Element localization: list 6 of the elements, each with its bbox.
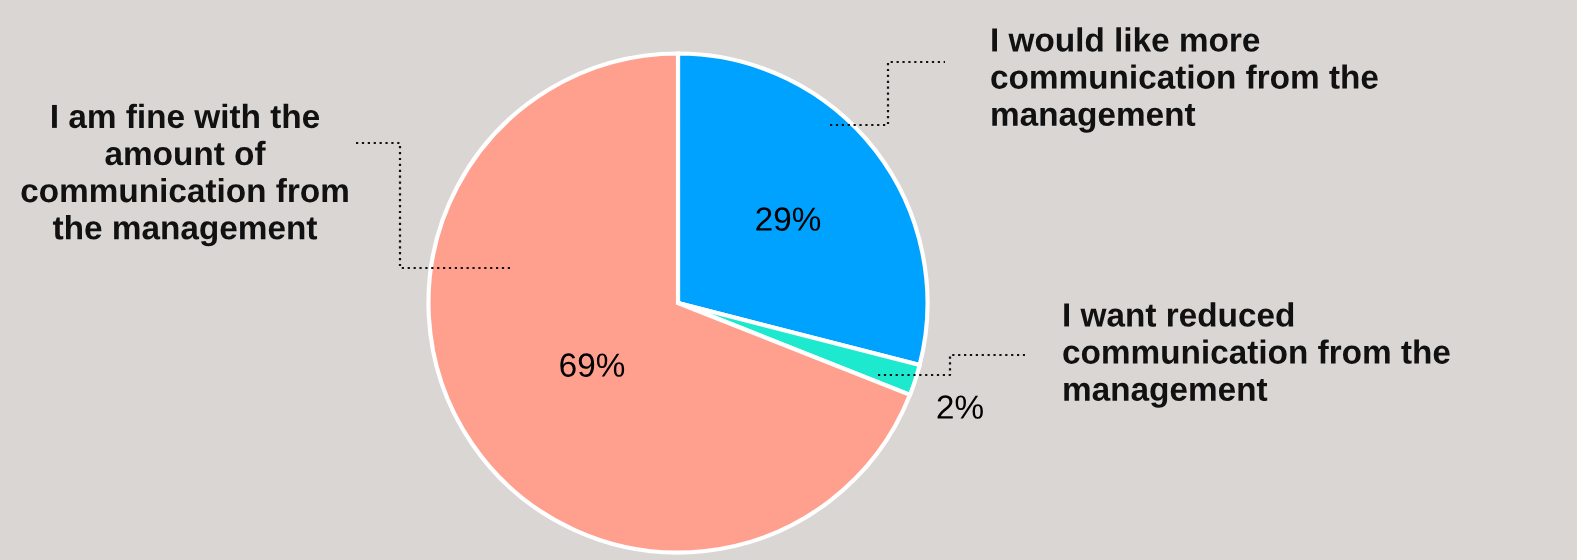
slice-label: I want reduced communication from the management xyxy=(1063,302,1450,408)
data-label: 2% xyxy=(937,395,983,419)
slice-label: I would like more communication from the management xyxy=(991,27,1378,133)
data-label: 29% xyxy=(756,207,821,231)
data-label: 69% xyxy=(560,353,625,377)
slice-label: I am fine with the amount of communication from the management xyxy=(21,103,348,247)
